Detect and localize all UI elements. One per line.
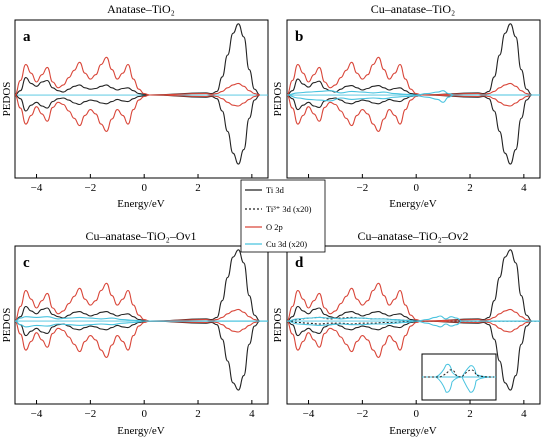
x-tick-label: −4	[31, 408, 43, 420]
panel-c-plot: −4 −2 0 2 4	[14, 249, 268, 420]
panel-d-inset	[421, 353, 497, 401]
x-tick-label: −2	[85, 182, 97, 194]
x-tick-label: 2	[195, 408, 201, 420]
series-ti-3d-up	[286, 249, 533, 322]
panel-c: Cu–anatase–TiO₂–Ov1 c PEDOS Energy/eV −4…	[1, 229, 269, 437]
legend-label: Ti³⁺ 3d (x20)	[266, 204, 312, 214]
panel-b-xlabel: Energy/eV	[389, 198, 437, 210]
panel-b-ylabel: PEDOS	[272, 82, 284, 117]
legend-frame	[240, 179, 326, 253]
series-ti-3d-down	[14, 320, 261, 391]
panel-b-frame	[286, 19, 541, 179]
inset-ti3-up	[424, 369, 495, 378]
legend-item-cu3d: Cu 3d (x20)	[245, 239, 307, 249]
series-ti-3d-up	[14, 249, 261, 322]
panel-a-title: Anatase–TiO₂	[107, 2, 175, 16]
x-tick-label: −2	[85, 408, 97, 420]
panel-d-frame	[286, 245, 541, 405]
series-o-2p-up	[14, 56, 260, 96]
series-cu-3d-x20--up	[14, 316, 268, 322]
series-ti-3d-up	[14, 23, 261, 96]
panel-c-frame	[14, 245, 269, 405]
series-cu-3d-x20--down	[14, 320, 268, 328]
legend: Ti 3d Ti³⁺ 3d (x20) O 2p Cu 3d (x20)	[240, 179, 326, 253]
panel-c-ylabel: PEDOS	[1, 308, 13, 343]
legend-label: O 2p	[266, 222, 283, 232]
legend-item-o2p: O 2p	[245, 222, 283, 232]
x-tick-label: −4	[303, 408, 315, 420]
series-o-2p-down	[286, 94, 532, 132]
x-tick-label: 4	[249, 408, 255, 420]
series-ti-3d-down	[286, 94, 533, 165]
panel-d-ylabel: PEDOS	[272, 308, 284, 343]
panel-b-title: Cu–anatase–TiO₂	[371, 2, 455, 16]
legend-item-ti3plus: Ti³⁺ 3d (x20)	[245, 204, 312, 214]
series-o-2p-down	[14, 320, 260, 358]
x-tick-label: 4	[521, 182, 527, 194]
panel-b: Cu–anatase–TiO₂ b PEDOS Energy/eV −4−202…	[272, 2, 541, 210]
x-tick-label: 2	[467, 182, 473, 194]
panel-c-title: Cu–anatase–TiO₂–Ov1	[85, 229, 196, 243]
panel-a-frame	[14, 19, 269, 179]
series-cu-3d-x20--up	[286, 315, 540, 322]
series-o-2p-down	[286, 320, 532, 358]
x-tick-label: 4	[521, 408, 527, 420]
series-o-2p-down	[14, 94, 260, 132]
panel-d-title: Cu–anatase–TiO₂–Ov2	[357, 229, 468, 243]
panel-a-ylabel: PEDOS	[1, 82, 13, 117]
series-o-2p-up	[286, 56, 532, 96]
series-o-2p-up	[286, 282, 532, 322]
legend-label: Ti 3d	[266, 185, 285, 195]
x-tick-label: −4	[31, 182, 43, 194]
panel-a-letter: a	[23, 29, 31, 45]
panel-a-xlabel: Energy/eV	[117, 198, 165, 210]
series-ti-3d-down	[14, 94, 261, 165]
x-tick-label: 2	[195, 182, 201, 194]
x-tick-label: 0	[413, 408, 419, 420]
panel-d: Cu–anatase–TiO₂–Ov2 d PEDOS Energy/eV −4…	[272, 229, 541, 437]
x-tick-label: 0	[141, 182, 147, 194]
x-tick-label: 2	[467, 408, 473, 420]
panel-d-xlabel: Energy/eV	[389, 425, 437, 437]
series-ti-3d-x20--down	[286, 320, 540, 325]
series-ti-3d-down	[286, 320, 533, 391]
series-ti-3d-up	[286, 23, 533, 96]
panel-d-letter: d	[295, 255, 304, 271]
panel-c-letter: c	[23, 255, 30, 271]
x-tick-label: 0	[413, 182, 419, 194]
x-tick-label: −2	[357, 408, 369, 420]
panel-d-plot: −4 −2 0 2 4	[286, 249, 540, 420]
panel-c-xlabel: Energy/eV	[117, 425, 165, 437]
x-tick-label: 0	[141, 408, 147, 420]
series-o-2p-up	[14, 282, 260, 322]
inset-cu-down	[424, 376, 495, 393]
series-cu-3d-x20--down	[286, 94, 540, 103]
series-cu-3d-x20--down	[286, 320, 540, 328]
x-tick-label: −2	[357, 182, 369, 194]
legend-label: Cu 3d (x20)	[266, 239, 307, 249]
legend-item-ti3d: Ti 3d	[245, 185, 285, 195]
panel-b-letter: b	[295, 29, 303, 45]
